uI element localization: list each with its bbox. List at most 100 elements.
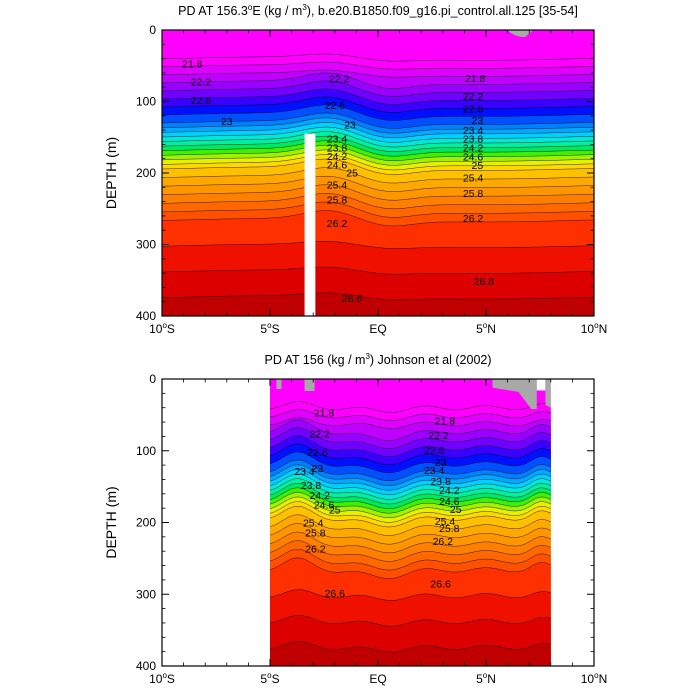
missing-patch xyxy=(492,379,537,410)
contour-label: 23.4 xyxy=(424,465,445,477)
isopycnal-line xyxy=(162,72,594,89)
isopycnal-line xyxy=(162,140,594,157)
contour-label: 23 xyxy=(312,463,324,475)
isopycnal-line xyxy=(270,482,551,505)
contour-label: 23 xyxy=(472,115,484,127)
contour-label: 25.4 xyxy=(435,516,456,528)
contour-label: 24.2 xyxy=(463,142,484,154)
x-tick-label: 5oS xyxy=(260,321,279,336)
missing-patch xyxy=(545,379,551,408)
isopycnal-line xyxy=(162,53,594,62)
isopycnal-line xyxy=(270,427,551,449)
contour-label: 25 xyxy=(346,167,358,179)
missing-patch xyxy=(276,379,282,389)
isopycnal-line xyxy=(270,451,551,473)
chart-title: PD AT 156.3oE (kg / m3), b.e20.B1850.f09… xyxy=(178,3,578,18)
isopycnal-line xyxy=(270,401,551,413)
contour-label: 24.2 xyxy=(327,151,348,163)
isopycnal-line xyxy=(270,409,551,421)
isopycnal-line xyxy=(162,61,594,70)
contour-label: 23.8 xyxy=(430,476,451,488)
contour-label: 24.6 xyxy=(439,496,460,508)
isopycnal-line xyxy=(162,176,594,192)
isopycnal-line xyxy=(270,417,551,429)
isopycnal-line xyxy=(162,96,594,113)
isopycnal-line xyxy=(162,126,594,143)
contour-label: 21.8 xyxy=(465,73,486,85)
contour-label: 26.2 xyxy=(305,543,326,555)
y-tick-label: 100 xyxy=(136,95,156,109)
isopycnal-line xyxy=(162,122,594,139)
isopycnal-line xyxy=(270,514,551,536)
contour-label: 24.2 xyxy=(309,490,330,502)
contour-label: 23.4 xyxy=(327,134,348,146)
contour-label: 26.8 xyxy=(474,276,495,288)
isopycnal-line xyxy=(270,469,551,491)
contour-label: 25.4 xyxy=(463,172,484,184)
x-tick-label: 5oN xyxy=(476,671,496,686)
x-tick-label: 10oN xyxy=(581,321,607,336)
isopycnal-line xyxy=(162,184,594,201)
x-tick-label: 10oN xyxy=(581,671,607,686)
density-field xyxy=(270,379,551,666)
contour-label: 24.6 xyxy=(327,159,348,171)
missing-patch xyxy=(507,30,534,38)
isopycnal-line xyxy=(162,154,594,171)
y-tick-label: 0 xyxy=(149,23,156,37)
contour-label: 22.6 xyxy=(191,95,212,107)
contour-label: 23.4 xyxy=(294,466,315,478)
isopycnal-line xyxy=(162,131,594,148)
isopycnal-line xyxy=(162,201,594,218)
isopycnal-line xyxy=(270,589,551,601)
y-tick-label: 0 xyxy=(149,372,156,386)
y-tick-label: 400 xyxy=(136,659,156,673)
isopycnal-line xyxy=(162,210,594,227)
chart-title: PD AT 156 (kg / m3) Johnson et al (2002) xyxy=(264,352,491,367)
y-tick-label: 400 xyxy=(136,309,156,323)
contour-label: 25.8 xyxy=(463,188,484,200)
contour-label: 25.8 xyxy=(439,523,460,535)
isopycnal-line xyxy=(162,266,594,275)
y-axis-label: DEPTH (m) xyxy=(103,486,119,558)
isopycnal-line xyxy=(162,117,594,134)
y-tick-label: 300 xyxy=(136,587,156,601)
isopycnal-line xyxy=(162,112,594,129)
isopycnal-line xyxy=(270,548,551,571)
contour-panel-1: 21.822.222.62322.222.62323.423.824.224.6… xyxy=(103,3,607,336)
isopycnal-line xyxy=(270,523,551,545)
contour-label: 22.2 xyxy=(329,74,350,86)
contour-label: 21.8 xyxy=(435,416,456,428)
isopycnal-line xyxy=(270,615,551,627)
isopycnal-line xyxy=(270,464,551,486)
contour-label: 26.2 xyxy=(327,218,348,230)
contour-label: 22.2 xyxy=(428,430,449,442)
contour-label: 24.6 xyxy=(314,500,335,512)
isopycnal-line xyxy=(270,459,551,482)
x-tick-label: 10oS xyxy=(149,671,175,686)
contour-panel-2: 21.822.222.62323.423.824.224.62525.425.8… xyxy=(103,352,607,686)
contour-label: 23 xyxy=(435,457,447,469)
contour-label: 25 xyxy=(450,504,462,516)
isopycnal-line xyxy=(270,540,551,562)
isopycnal-line xyxy=(162,292,594,301)
missing-patch xyxy=(304,379,315,391)
contour-label: 25 xyxy=(329,505,341,517)
isopycnal-line xyxy=(162,149,594,166)
contour-label: 26.6 xyxy=(430,578,451,590)
isopycnal-line xyxy=(270,473,551,496)
contour-label: 22.2 xyxy=(463,91,484,103)
contour-label: 22.6 xyxy=(424,445,445,457)
contour-label: 24.2 xyxy=(439,485,460,497)
isopycnal-line xyxy=(270,496,551,519)
missing-gap xyxy=(536,379,546,391)
contour-label: 23.8 xyxy=(301,480,322,492)
contour-label: 25.8 xyxy=(305,528,326,540)
isopycnal-line xyxy=(162,241,594,249)
isopycnal-line xyxy=(270,492,551,514)
contour-label: 23.8 xyxy=(463,134,484,146)
contour-label: 24.6 xyxy=(463,152,484,164)
x-tick-label: EQ xyxy=(369,322,386,336)
x-tick-label: 5oN xyxy=(476,321,496,336)
contour-label: 22.6 xyxy=(325,100,346,112)
contour-label: 22.2 xyxy=(309,429,330,441)
